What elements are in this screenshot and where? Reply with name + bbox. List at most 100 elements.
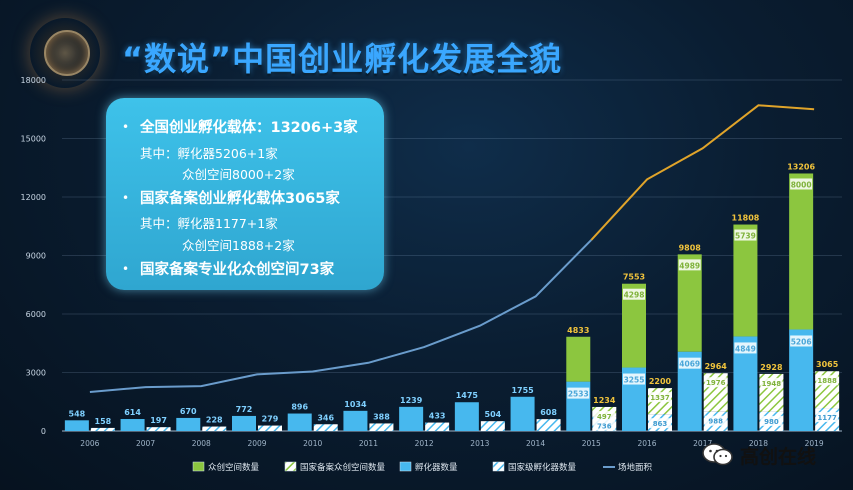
info-line-7: 国家备案专业化众创空间73家 xyxy=(140,262,335,278)
legend-swatch xyxy=(399,461,412,472)
legend-label: 孵化器数量 xyxy=(415,462,458,473)
y-tick-label: 12000 xyxy=(21,193,46,202)
incubator-bar xyxy=(232,415,256,431)
legend-label: 场地面积 xyxy=(618,462,653,473)
label-bg xyxy=(649,418,671,429)
total-value-label: 9808 xyxy=(679,243,702,252)
incubator-bar xyxy=(343,410,368,431)
national-makerspace-label: 1976 xyxy=(706,379,726,387)
total-value-label: 896 xyxy=(291,403,308,412)
legend-label: 国家备案众创空间数量 xyxy=(300,462,386,473)
national-makerspace-label: 1337 xyxy=(650,394,670,402)
y-tick-label: 0 xyxy=(41,427,46,436)
label-bg xyxy=(790,335,813,347)
label-bg xyxy=(704,377,727,388)
x-tick-label: 2018 xyxy=(749,439,768,448)
legend-swatch xyxy=(284,461,297,472)
info-line-5: 其中：孵化器1177+1家 xyxy=(140,216,278,231)
x-tick-label: 2017 xyxy=(693,439,712,448)
info-box: • 全国创业孵化载体：13206+3家 其中：孵化器5206+1家 众创空间80… xyxy=(106,98,384,290)
bullet-icon: • xyxy=(122,120,130,134)
national-incubator-bar xyxy=(202,426,227,431)
total-value-label: 1034 xyxy=(344,400,367,409)
incubator-value-label: 5206 xyxy=(791,337,812,346)
bullet-icon: • xyxy=(122,262,130,276)
bullet-icon: • xyxy=(122,191,130,205)
area-line-gold xyxy=(590,104,815,241)
info-line-3: 众创空间8000+2家 xyxy=(182,167,295,182)
label-bg xyxy=(623,288,645,300)
national-makerspace-label: 1888 xyxy=(817,377,837,385)
info-line-2: 其中：孵化器5206+1家 xyxy=(140,146,278,161)
national-incubator-label: 988 xyxy=(708,418,723,426)
makerspace-value-label: 5739 xyxy=(735,232,756,241)
label-bg xyxy=(790,178,813,190)
y-tick-label: 9000 xyxy=(26,252,46,261)
label-bg xyxy=(760,415,783,426)
y-tick-label: 18000 xyxy=(21,76,46,85)
label-bg xyxy=(593,420,616,431)
label-bg xyxy=(734,229,757,241)
x-tick-label: 2011 xyxy=(359,439,378,448)
incubator-bar xyxy=(287,413,312,431)
national-makerspace-label: 497 xyxy=(597,413,612,421)
label-bg xyxy=(760,377,783,388)
makerspace-bar xyxy=(566,336,591,382)
x-tick-label: 2006 xyxy=(80,439,99,448)
national-incubator-bar xyxy=(90,427,115,431)
x-tick-label: 2019 xyxy=(805,439,824,448)
legend-swatch xyxy=(192,461,205,472)
incubator-value-label: 2533 xyxy=(568,390,589,399)
x-tick-label: 2016 xyxy=(637,439,656,448)
makerspace-bar xyxy=(733,224,758,337)
label-bg xyxy=(704,415,727,426)
national-incubator-bar xyxy=(536,419,561,431)
label-bg xyxy=(649,392,671,403)
incubator-bar xyxy=(64,420,89,431)
x-tick-label: 2012 xyxy=(415,439,434,448)
total-value-label: 11808 xyxy=(732,214,760,223)
label-bg xyxy=(593,410,616,421)
info-line-6: 众创空间1888+2家 xyxy=(182,238,295,253)
x-tick-label: 2010 xyxy=(303,439,322,448)
national-incubator-bar xyxy=(425,422,450,431)
national-total-label: 433 xyxy=(429,412,446,421)
national-total-label: 2928 xyxy=(760,363,783,372)
x-tick-label: 2015 xyxy=(582,439,601,448)
national-incubator-bar xyxy=(480,421,505,431)
x-tick-label: 2014 xyxy=(526,439,545,448)
incubator-value-label: 4069 xyxy=(679,360,700,369)
label-bg xyxy=(567,387,590,399)
national-incubator-bar xyxy=(369,423,394,431)
legend-label: 众创空间数量 xyxy=(208,462,260,473)
national-total-label: 3065 xyxy=(816,360,839,369)
glow-ring-icon xyxy=(44,30,90,76)
national-makerspace-label: 1948 xyxy=(762,380,782,388)
total-value-label: 13206 xyxy=(787,162,815,171)
area-line-blue xyxy=(89,239,593,393)
watermark-text: 高创在线 xyxy=(740,445,817,468)
incubator-bar xyxy=(510,396,535,431)
incubator-value-label: 3255 xyxy=(624,376,645,385)
incubator-bar xyxy=(454,402,479,431)
national-incubator-label: 863 xyxy=(653,420,668,428)
total-value-label: 670 xyxy=(180,407,197,416)
makerspace-value-label: 4298 xyxy=(624,291,645,300)
y-tick-label: 15000 xyxy=(21,135,46,144)
national-total-label: 158 xyxy=(95,417,112,426)
national-total-label: 346 xyxy=(317,413,334,422)
x-tick-label: 2008 xyxy=(192,439,211,448)
national-total-label: 279 xyxy=(262,415,279,424)
incubator-bar xyxy=(399,406,424,431)
national-incubator-label: 1177 xyxy=(817,414,837,422)
national-incubator-label: 736 xyxy=(597,423,612,431)
total-value-label: 1475 xyxy=(456,391,479,400)
national-incubator-bar xyxy=(313,424,338,431)
national-incubator-label: 980 xyxy=(764,418,779,426)
national-total-label: 228 xyxy=(206,416,223,425)
national-incubator-bar xyxy=(146,427,171,431)
total-value-label: 548 xyxy=(69,409,86,418)
total-value-label: 1239 xyxy=(400,396,423,405)
total-value-label: 614 xyxy=(124,408,141,417)
